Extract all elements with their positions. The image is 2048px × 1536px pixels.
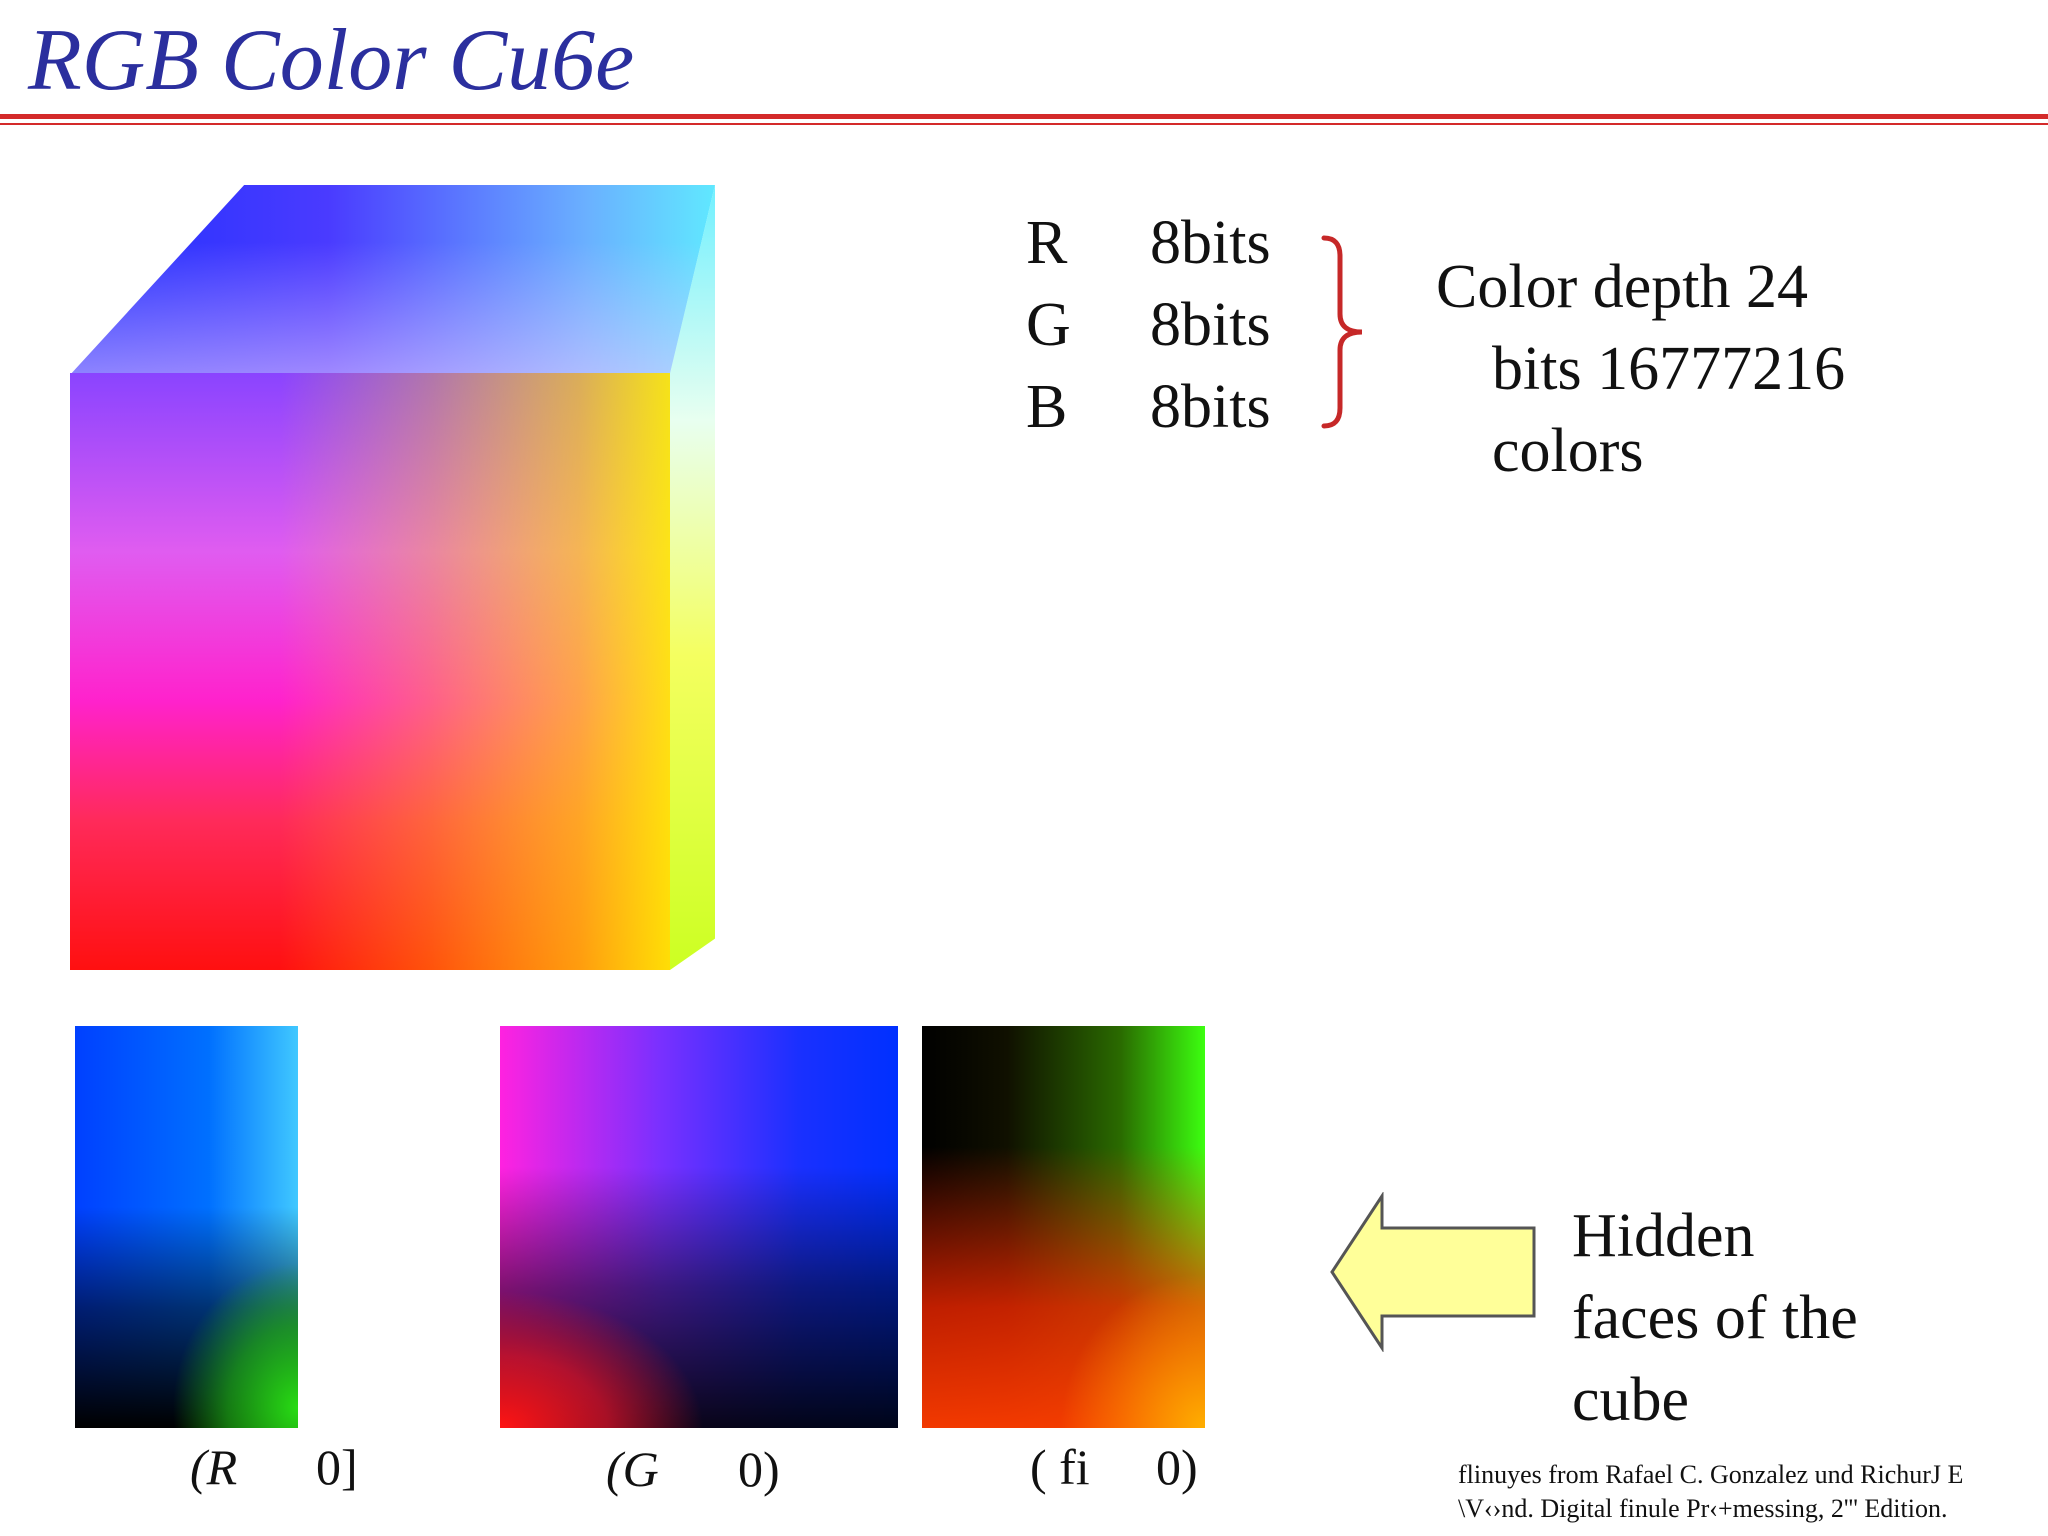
source-credit-line-2: \V‹›nd. Digital finule Pr‹+messing, 2'''…	[1458, 1494, 1948, 1523]
title-rule-thick	[0, 114, 2048, 119]
caption-r-number: 0]	[316, 1439, 358, 1495]
bits-row-g-value: 8bits	[1150, 291, 1271, 359]
cube-top-face-shade	[70, 185, 715, 375]
bits-row-b-value: 8bits	[1150, 373, 1271, 441]
bits-row-g-channel: G	[1026, 291, 1071, 359]
source-credit: flinuyes from Rafael C. Gonzalez und Ric…	[1458, 1458, 1963, 1526]
hidden-face-b0-orange-overlay	[922, 1026, 1205, 1428]
hidden-face-r0-green-overlay	[75, 1026, 298, 1428]
title-rule-thin	[0, 123, 2048, 125]
bits-row-b-channel: B	[1026, 373, 1068, 441]
caption-r-letter: (R	[190, 1439, 238, 1495]
caption-b-number: 0)	[1156, 1439, 1198, 1495]
caption-g-number: 0)	[738, 1441, 780, 1497]
caption-b-letter: ( fi	[1030, 1439, 1090, 1495]
source-credit-line-1: flinuyes from Rafael C. Gonzalez und Ric…	[1458, 1460, 1964, 1489]
caption-g-letter: (G	[606, 1441, 659, 1497]
hidden-faces-line-1: Hidden	[1572, 1202, 1755, 1270]
color-depth-line-3: colors	[1492, 417, 1644, 485]
hidden-faces-line-2: faces of the	[1572, 1284, 1858, 1352]
color-depth-line-1: Color depth 24	[1436, 253, 1808, 321]
slide-title: RGB Color Cu6e	[28, 12, 635, 109]
left-arrow-icon	[1330, 1192, 1536, 1352]
hidden-faces-line-3: cube	[1572, 1366, 1690, 1434]
color-depth-text: Color depth 24 bits 16777216 colors	[1436, 246, 1845, 492]
bits-row-r-channel: R	[1026, 209, 1068, 277]
hidden-face-g0-red-overlay	[500, 1026, 898, 1428]
curly-brace-icon	[1321, 235, 1363, 429]
bits-row-r-value: 8bits	[1150, 209, 1271, 277]
hidden-faces-label: Hidden faces of the cube	[1572, 1195, 1858, 1441]
cube-front-face-overlay	[70, 373, 670, 970]
color-depth-line-2: bits 16777216	[1492, 335, 1846, 403]
rgb-cube-illustration	[70, 185, 715, 970]
